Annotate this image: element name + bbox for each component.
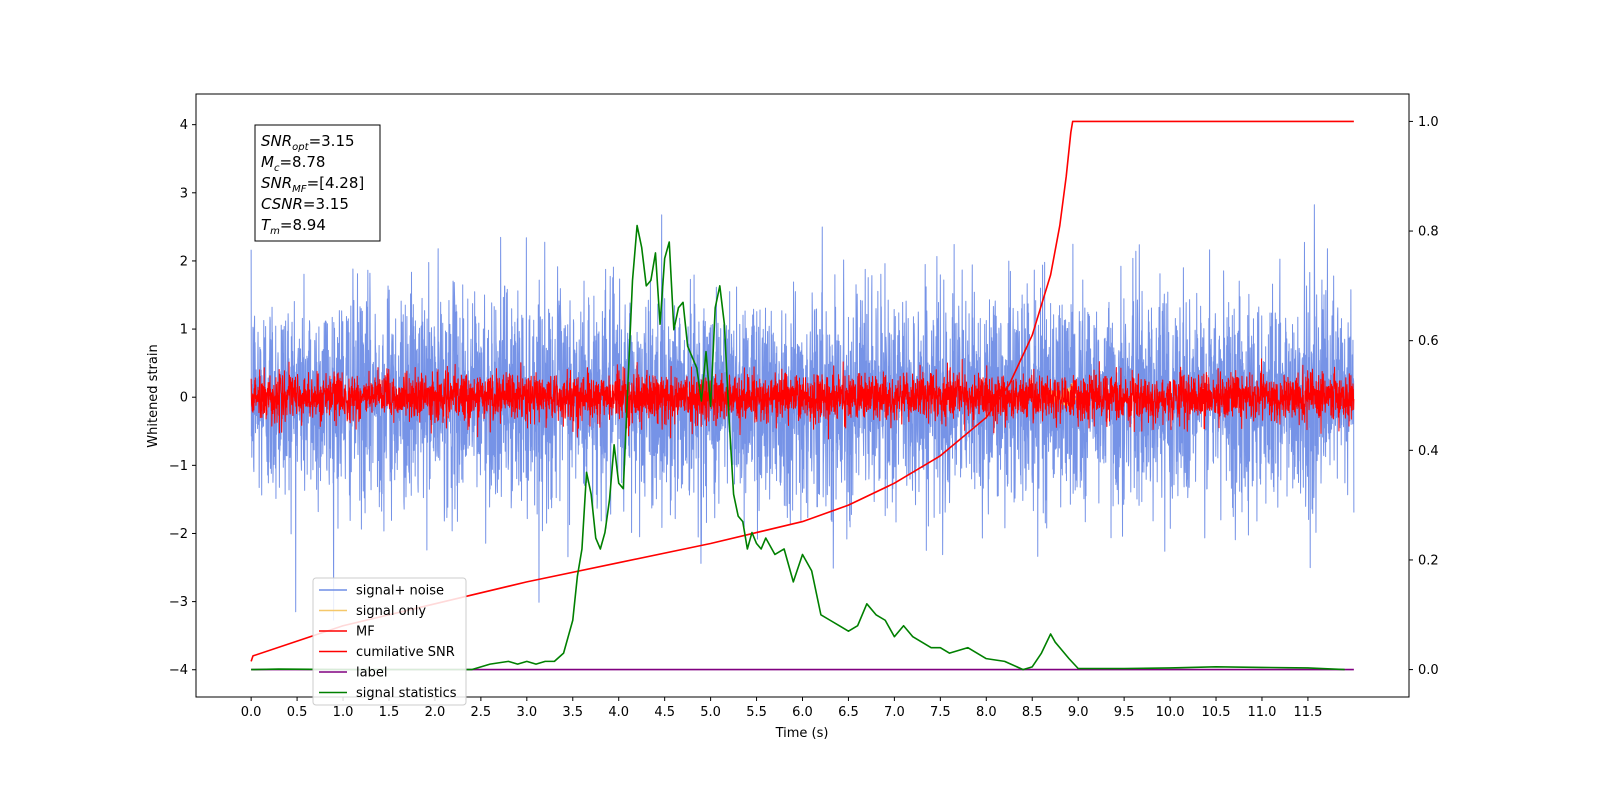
y2-tick-label: 0.0 [1418, 663, 1439, 678]
y-tick-label: 4 [180, 118, 188, 133]
x-tick-label: 0.5 [287, 705, 308, 720]
x-tick-label: 11.0 [1247, 705, 1276, 720]
annotation-frame [254, 124, 381, 242]
y2-tick-label: 0.8 [1418, 225, 1439, 240]
y-tick-label: 3 [180, 186, 188, 201]
x-tick-label: 5.0 [700, 705, 721, 720]
legend-label: label [356, 666, 387, 681]
y2-tick-label: 0.2 [1418, 553, 1439, 568]
legend-label: signal+ noise [356, 584, 444, 599]
x-tick-label: 7.5 [930, 705, 951, 720]
legend-label: MF [356, 625, 375, 640]
legend-label: signal only [356, 604, 426, 619]
x-tick-label: 4.0 [608, 705, 629, 720]
x-tick-label: 10.0 [1156, 705, 1185, 720]
annotation-line: SNRopt=3.15 [261, 132, 355, 153]
y-tick-label: 2 [180, 254, 188, 269]
x-tick-label: 2.0 [425, 705, 446, 720]
annotation-line: CSNR=3.15 [261, 195, 349, 213]
annotation-line: Tm=8.94 [261, 216, 326, 237]
x-tick-label: 6.5 [838, 705, 859, 720]
x-tick-label: 1.5 [379, 705, 400, 720]
annotation-line: SNRMF=[4.28] [261, 174, 364, 195]
y-tick-label: 0 [180, 391, 188, 406]
legend: signal+ noise signal only MF cumilative SNR… [312, 577, 467, 706]
x-tick-label: 3.5 [562, 705, 583, 720]
x-tick-label: 4.5 [654, 705, 675, 720]
y2-tick-label: 0.6 [1418, 334, 1439, 349]
series-signal-noise-line [250, 204, 1355, 621]
x-tick-label: 7.0 [884, 705, 905, 720]
y2-tick-label: 1.0 [1418, 115, 1439, 130]
x-tick-label: 9.5 [1114, 705, 1135, 720]
y-tick-label: 1 [180, 323, 188, 338]
y-tick-label: −4 [169, 663, 188, 678]
legend-label: cumilative SNR [356, 645, 455, 660]
x-tick-label: 2.5 [471, 705, 492, 720]
x-tick-label: 0.0 [241, 705, 262, 720]
y-axis-right: 0.0 0.2 0.4 0.6 0.8 1.0 [1409, 115, 1439, 678]
legend-frame [312, 577, 467, 706]
y-tick-label: −2 [169, 527, 188, 542]
x-tick-label: 11.5 [1293, 705, 1322, 720]
y-tick-label: −1 [169, 459, 188, 474]
y-axis-label: Whitened strain [146, 344, 161, 447]
y-tick-label: −3 [169, 595, 188, 610]
x-tick-label: 9.0 [1068, 705, 1089, 720]
x-tick-label: 10.5 [1202, 705, 1231, 720]
x-tick-label: 6.0 [792, 705, 813, 720]
series-signal-statistics-line [251, 224, 1345, 671]
y2-tick-label: 0.4 [1418, 444, 1439, 459]
x-tick-label: 3.0 [516, 705, 537, 720]
legend-label: signal statistics [356, 686, 457, 701]
annotation-line: Mc=8.78 [261, 153, 325, 174]
x-tick-label: 1.0 [333, 705, 354, 720]
y-axis-left: −4 −3 −2 −1 0 1 2 3 4 [169, 118, 196, 678]
x-tick-label: 8.5 [1022, 705, 1043, 720]
x-axis: 0.0 0.5 1.0 1.5 2.0 2.5 3.0 3.5 4.0 4.5 5.0 5.5 6.0 6… [241, 697, 1322, 720]
series-mf-line [250, 358, 1355, 440]
x-tick-label: 5.5 [746, 705, 767, 720]
x-axis-label: Time (s) [775, 726, 829, 741]
x-tick-label: 8.0 [976, 705, 997, 720]
